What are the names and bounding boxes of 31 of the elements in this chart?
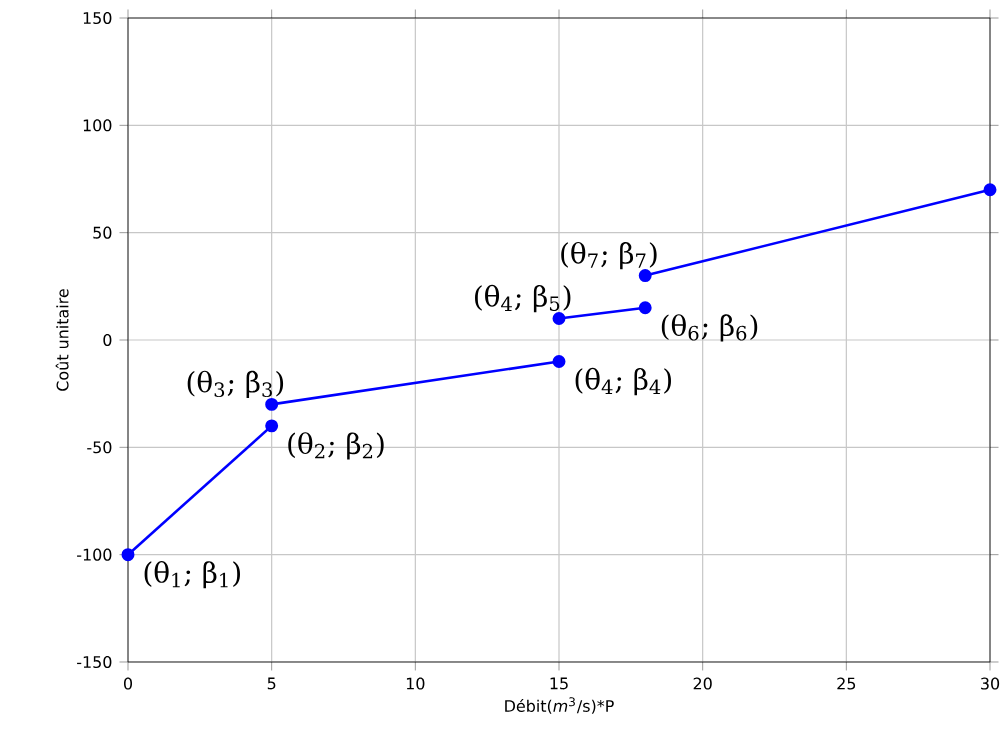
annotation: (θ$_{4}$; β$_{4}$)	[575, 367, 671, 396]
annotation: (θ$_{7}$; β$_{7}$)	[561, 241, 657, 270]
x-axis-title: Débit(m$^{3}$/s)*P	[505, 697, 614, 714]
point	[983, 183, 997, 197]
annotation: (θ$_{6}$; β$_{6}$)	[661, 314, 758, 342]
point	[552, 312, 566, 326]
y-tick-label: 0	[103, 333, 112, 347]
annotation: (θ$_{1}$; β$_{1}$)	[144, 561, 240, 589]
y-tick-label: 50	[93, 226, 112, 239]
x-tick-label: 5	[267, 677, 276, 690]
x-tick-label: 25	[837, 677, 856, 690]
point	[638, 269, 652, 283]
annotation: (θ$_{3}$; β$_{3}$)	[187, 370, 284, 399]
annotation: (θ$_{4}$; β$_{5}$)	[475, 284, 571, 313]
y-tick-label: -50	[87, 441, 112, 454]
annotation: (θ$_{2}$; β$_{2}$)	[288, 432, 384, 460]
y-tick-label: 150	[83, 11, 112, 25]
x-tick-label: 10	[406, 677, 425, 690]
x-tick-label: 30	[981, 677, 1000, 690]
point	[638, 301, 652, 315]
y-tick-label: 100	[83, 119, 112, 132]
y-tick-label: -150	[77, 655, 112, 669]
point	[265, 397, 279, 411]
point	[121, 548, 135, 562]
point	[552, 354, 566, 368]
y-tick-label: -100	[77, 548, 112, 561]
x-tick-label: 20	[693, 677, 712, 690]
y-axis-title: Coût unitaire	[55, 289, 69, 391]
point	[265, 419, 279, 433]
x-tick-label: 15	[550, 677, 568, 690]
x-tick-label: 0	[123, 677, 133, 690]
